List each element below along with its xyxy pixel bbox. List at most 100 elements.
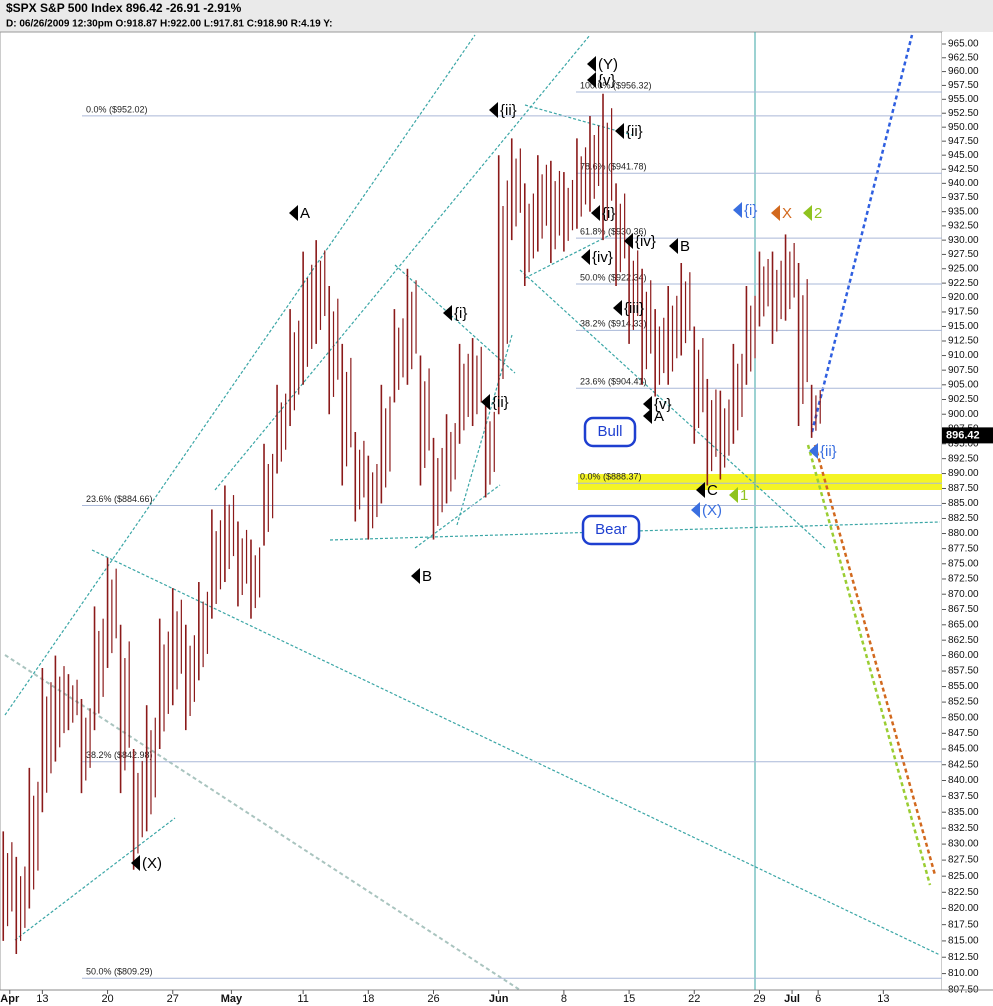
fib-label: 38.2% ($842.98) xyxy=(86,750,153,760)
x-tick-label: 18 xyxy=(362,993,374,1005)
y-tick-label: 902.50 xyxy=(948,394,979,405)
y-tick-label: 910.00 xyxy=(948,350,979,361)
wave-marker xyxy=(803,205,812,221)
y-tick-label: 955.00 xyxy=(948,94,979,105)
trendline xyxy=(4,34,476,716)
y-tick-label: 887.50 xyxy=(948,483,979,494)
projection-line xyxy=(806,444,932,886)
header-bar xyxy=(0,0,993,32)
y-tick-label: 810.00 xyxy=(948,968,979,979)
x-tick-label: 11 xyxy=(297,993,308,1005)
header-info: D: 06/26/2009 12:30pm O:918.87 H:922.00 … xyxy=(6,19,333,30)
y-tick-label: 845.00 xyxy=(948,744,979,755)
y-tick-label: 937.50 xyxy=(948,192,979,203)
y-tick-label: 865.00 xyxy=(948,619,979,630)
y-tick-label: 812.50 xyxy=(948,952,979,963)
wave-marker xyxy=(669,238,678,254)
x-tick-label: 6 xyxy=(815,993,821,1005)
y-tick-label: 837.50 xyxy=(948,791,979,802)
header-title: $SPX S&P 500 Index 896.42 -26.91 -2.91% xyxy=(6,1,242,15)
x-tick-label: 27 xyxy=(167,993,179,1005)
y-tick-label: 820.00 xyxy=(948,903,979,914)
wave-label: {iii} xyxy=(624,300,644,317)
y-tick-label: 935.00 xyxy=(948,206,979,217)
wave-marker xyxy=(643,408,652,424)
y-tick-label: 857.50 xyxy=(948,666,979,677)
y-tick-label: 840.00 xyxy=(948,775,979,786)
y-tick-label: 847.50 xyxy=(948,728,979,739)
fib-label: 78.6% ($941.78) xyxy=(580,162,647,172)
y-tick-label: 832.50 xyxy=(948,823,979,834)
x-tick-label: 22 xyxy=(688,993,700,1005)
wave-label: {iv} xyxy=(635,233,656,250)
wave-marker xyxy=(587,56,596,72)
trendline xyxy=(524,104,633,136)
wave-label: {i} xyxy=(744,202,757,219)
wave-marker xyxy=(691,502,700,518)
wave-label: (X) xyxy=(702,502,722,519)
x-tick-label: 20 xyxy=(101,993,113,1005)
wave-marker xyxy=(624,233,633,249)
fib-label: 0.0% ($888.37) xyxy=(580,472,642,482)
wave-label: {ii} xyxy=(500,102,517,119)
last-price-label: 896.42 xyxy=(946,429,980,441)
wave-label: (X) xyxy=(142,855,162,872)
trendline xyxy=(214,34,591,491)
wave-marker xyxy=(696,482,705,498)
wave-label: {i} xyxy=(602,205,615,222)
y-tick-label: 957.50 xyxy=(948,80,979,91)
x-tick-label: 13 xyxy=(36,993,48,1005)
plot-area xyxy=(0,31,943,991)
y-tick-label: 885.00 xyxy=(948,498,979,509)
y-tick-label: 907.50 xyxy=(948,365,979,376)
wave-label: 1 xyxy=(740,487,748,504)
y-tick-label: 952.50 xyxy=(948,108,979,119)
trendline xyxy=(456,334,513,526)
fib-label: 23.6% ($904.41) xyxy=(580,377,647,387)
wave-label: {iv} xyxy=(592,249,613,266)
fib-label: 50.0% ($809.29) xyxy=(86,967,153,977)
y-tick-label: 835.00 xyxy=(948,807,979,818)
wave-label: (Y) xyxy=(598,56,618,73)
wave-marker xyxy=(587,72,596,88)
wave-marker xyxy=(613,300,622,316)
wave-marker xyxy=(581,249,590,265)
y-tick-label: 867.50 xyxy=(948,604,979,615)
last-price-box xyxy=(942,427,993,444)
wave-marker xyxy=(591,205,600,221)
projection-line xyxy=(810,34,914,433)
wave-label: {v} xyxy=(654,396,672,413)
y-tick-label: 882.50 xyxy=(948,513,979,524)
x-tick-label: 13 xyxy=(877,993,889,1005)
y-tick-label: 877.50 xyxy=(948,543,979,554)
trendline xyxy=(394,264,516,374)
y-tick-label: 962.50 xyxy=(948,52,979,63)
y-tick-label: 930.00 xyxy=(948,235,979,246)
fib-label: 100.0% ($956.32) xyxy=(580,80,652,90)
fib-label: 0.0% ($952.02) xyxy=(86,104,148,114)
y-tick-label: 822.50 xyxy=(948,887,979,898)
y-tick-label: 817.50 xyxy=(948,919,979,930)
trendlines xyxy=(4,34,941,991)
fib-label: 38.2% ($914.33) xyxy=(580,319,647,329)
y-tick-label: 942.50 xyxy=(948,164,979,175)
wave-marker xyxy=(809,443,818,459)
wave-marker xyxy=(489,102,498,118)
fib-label: 23.6% ($884.66) xyxy=(86,494,153,504)
y-tick-label: 905.00 xyxy=(948,379,979,390)
y-tick-label: 870.00 xyxy=(948,589,979,600)
wave-label: X xyxy=(782,205,792,222)
wave-marker xyxy=(443,305,452,321)
y-tick-label: 912.50 xyxy=(948,336,979,347)
wave-marker xyxy=(643,396,652,412)
x-tick-label: 26 xyxy=(427,993,439,1005)
y-tick-label: 875.00 xyxy=(948,558,979,569)
y-tick-label: 915.00 xyxy=(948,321,979,332)
y-tick-label: 872.50 xyxy=(948,574,979,585)
trendline xyxy=(14,817,176,941)
fib-label: 50.0% ($922.34) xyxy=(580,272,647,282)
wave-label: {ii} xyxy=(492,394,509,411)
y-tick-label: 920.00 xyxy=(948,292,979,303)
y-tick-label: 932.50 xyxy=(948,221,979,232)
wave-marker xyxy=(733,202,742,218)
